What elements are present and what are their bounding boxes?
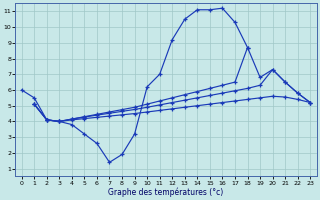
- X-axis label: Graphe des températures (°c): Graphe des températures (°c): [108, 187, 224, 197]
